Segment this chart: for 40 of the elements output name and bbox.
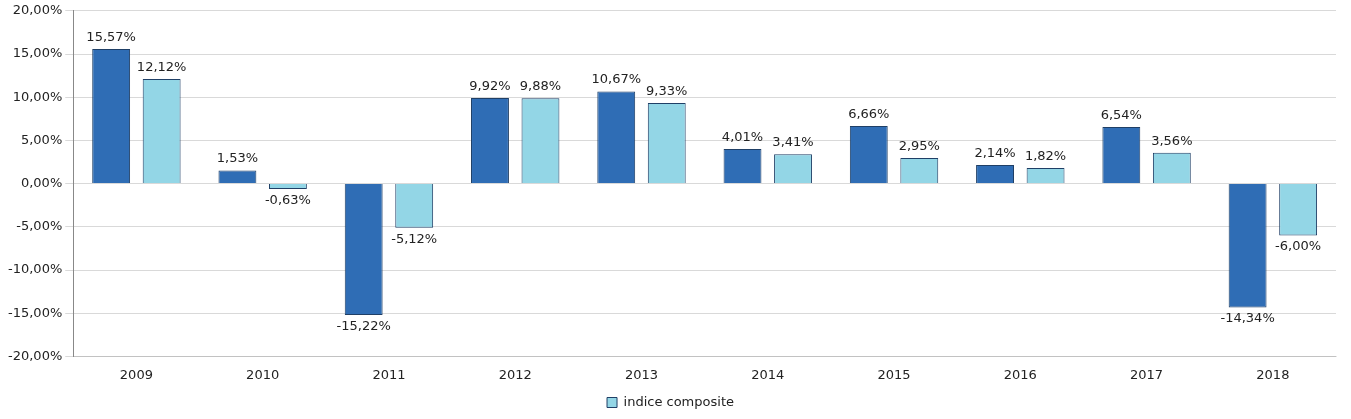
data-label: 2,95% — [898, 137, 940, 153]
data-label: -0,63% — [264, 191, 311, 207]
y-tick-label: -10,00% — [7, 261, 63, 277]
data-label: 15,57% — [86, 28, 136, 44]
data-label: 3,41% — [772, 134, 814, 150]
x-tick-label: 2017 — [1130, 366, 1164, 382]
x-tick-label: 2016 — [1003, 366, 1037, 382]
data-label: 3,56% — [1151, 132, 1193, 148]
y-tick-label: 5,00% — [20, 131, 63, 147]
y-tick-label: 20,00% — [12, 2, 63, 18]
y-tick-label: 0,00% — [20, 174, 63, 190]
data-label: 1,82% — [1024, 147, 1067, 163]
data-label: 12,12% — [136, 58, 187, 74]
data-label: 6,66% — [848, 105, 890, 121]
x-tick-label: 2018 — [1256, 366, 1290, 382]
y-tick-label: 15,00% — [12, 45, 63, 61]
data-label: 9,88% — [519, 78, 562, 94]
y-tick-label: -20,00% — [7, 347, 63, 363]
x-tick-label: 2010 — [246, 366, 280, 382]
data-label: 9,33% — [646, 82, 688, 98]
x-tick-label: 2011 — [372, 366, 406, 382]
legend-label: indice composite — [623, 393, 734, 409]
y-tick-label: -5,00% — [16, 218, 63, 234]
data-label: -14,34% — [1220, 310, 1275, 326]
data-label: -6,00% — [1275, 238, 1322, 254]
data-label: 9,92% — [469, 77, 511, 93]
y-tick-label: -15,00% — [7, 304, 63, 320]
y-tick-label: 10,00% — [12, 88, 63, 104]
data-label: 1,53% — [216, 150, 259, 166]
data-label: 6,54% — [1100, 106, 1142, 122]
x-tick-label: 2014 — [751, 366, 785, 382]
data-label: -15,22% — [336, 317, 391, 333]
data-label: 10,67% — [591, 71, 642, 87]
data-label: -5,12% — [391, 230, 438, 246]
x-tick-label: 2009 — [119, 366, 153, 382]
x-tick-label: 2012 — [498, 366, 532, 382]
x-tick-label: 2015 — [877, 366, 911, 382]
data-label: 2,14% — [974, 144, 1016, 160]
data-label: 4,01% — [721, 128, 764, 144]
x-tick-label: 2013 — [624, 366, 659, 382]
